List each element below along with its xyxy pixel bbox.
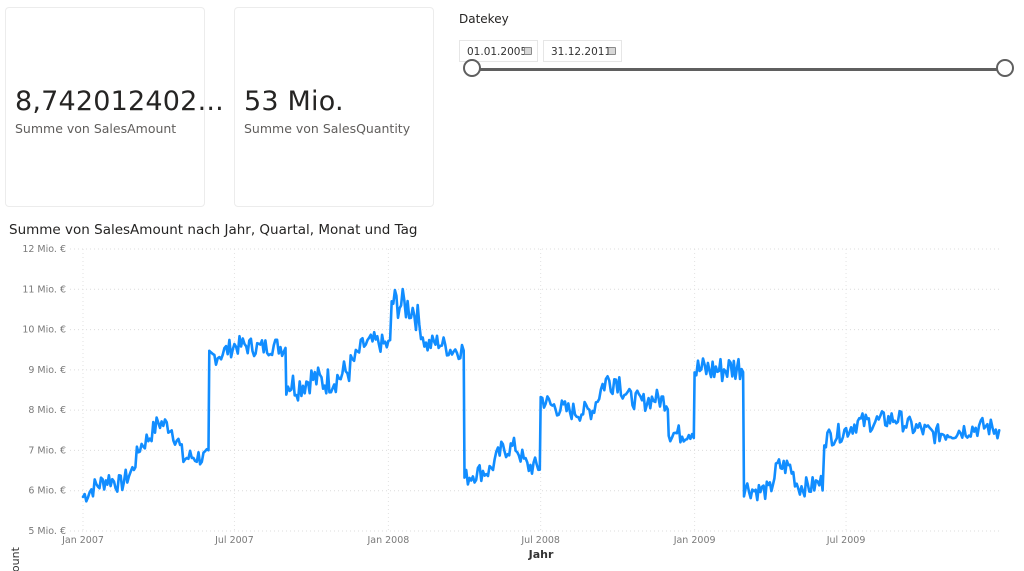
- y-axis-ticks: 12 Mio. € 11 Mio. € 10 Mio. € 9 Mio. € 8 Mio…: [22, 244, 66, 537]
- kpi-card-sales-amount[interactable]: 8,742012402... Summe von SalesAmount: [5, 7, 224, 207]
- calendar-icon[interactable]: [608, 47, 616, 55]
- kpi-label: Summe von SalesAmount: [15, 121, 177, 136]
- slider-handle-end[interactable]: [996, 59, 1014, 77]
- x-axis-title: Jahr: [528, 548, 554, 561]
- svg-text:11 Mio. €: 11 Mio. €: [22, 284, 66, 295]
- svg-text:Jul 2009: Jul 2009: [826, 535, 866, 546]
- y-axis-title: Summe von SalesAmount: [9, 546, 22, 571]
- slider-track[interactable]: [471, 68, 1006, 71]
- svg-text:5 Mio. €: 5 Mio. €: [28, 526, 66, 537]
- svg-text:Jan 2009: Jan 2009: [673, 535, 716, 546]
- calendar-icon[interactable]: [524, 47, 532, 55]
- svg-text:10 Mio. €: 10 Mio. €: [22, 325, 66, 336]
- chart-gridlines: [70, 248, 1000, 532]
- date-range-slicer: Datekey 01.01.2005 31.12.2011: [459, 10, 1019, 90]
- kpi-label: Summe von SalesQuantity: [244, 121, 411, 136]
- svg-text:6 Mio. €: 6 Mio. €: [28, 486, 66, 497]
- sales-amount-line[interactable]: [81, 287, 1001, 503]
- slider-handle-start[interactable]: [463, 59, 481, 77]
- kpi-value: 8,742012402...: [15, 86, 224, 117]
- line-chart[interactable]: 12 Mio. € 11 Mio. € 10 Mio. € 9 Mio. € 8 Mio…: [0, 240, 1024, 571]
- svg-text:Jan 2007: Jan 2007: [61, 535, 104, 546]
- svg-text:Jul 2007: Jul 2007: [214, 535, 254, 546]
- svg-text:8 Mio. €: 8 Mio. €: [28, 405, 66, 416]
- start-date-value: 01.01.2005: [467, 46, 528, 58]
- x-axis-ticks: Jan 2007 Jul 2007 Jan 2008 Jul 2008 Jan 2009…: [61, 535, 865, 546]
- start-date-input[interactable]: 01.01.2005: [459, 40, 538, 62]
- end-date-value: 31.12.2011: [551, 46, 612, 58]
- slicer-title: Datekey: [459, 12, 509, 26]
- svg-text:Jan 2008: Jan 2008: [366, 535, 409, 546]
- svg-text:9 Mio. €: 9 Mio. €: [28, 365, 66, 376]
- kpi-card-sales-quantity[interactable]: 53 Mio. Summe von SalesQuantity: [234, 7, 434, 207]
- svg-text:Jul 2008: Jul 2008: [520, 535, 560, 546]
- chart-title: Summe von SalesAmount nach Jahr, Quartal…: [9, 222, 418, 238]
- svg-text:12 Mio. €: 12 Mio. €: [22, 244, 66, 255]
- svg-text:7 Mio. €: 7 Mio. €: [28, 445, 66, 456]
- kpi-value: 53 Mio.: [244, 86, 344, 117]
- end-date-input[interactable]: 31.12.2011: [543, 40, 622, 62]
